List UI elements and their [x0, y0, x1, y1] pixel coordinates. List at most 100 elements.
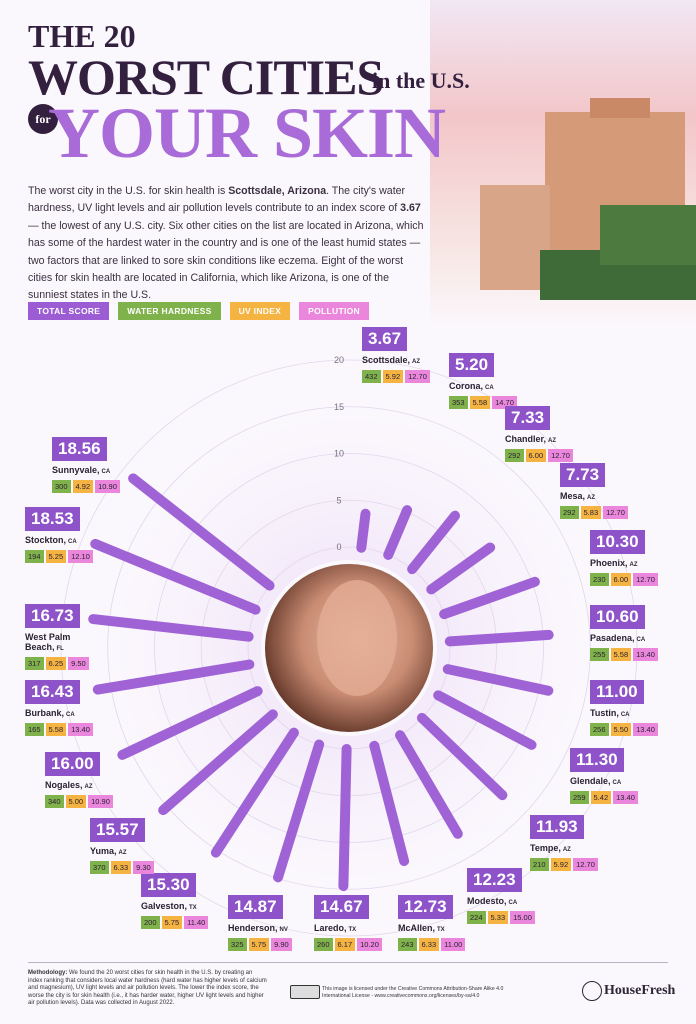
city: Galveston, [141, 901, 188, 911]
state: TX [189, 905, 197, 911]
metric-value: 6.00 [525, 449, 547, 462]
city-name: West Palm Beach, FL [25, 632, 91, 654]
metric-value: 4.92 [72, 480, 94, 493]
total-score: 16.43 [25, 680, 80, 704]
metric-row: 259 5.42 13.40 [570, 791, 638, 804]
legend-item: TOTAL SCORE [28, 302, 110, 320]
description-run: . The city's water hardness, UV light le… [28, 185, 406, 215]
bar [117, 686, 263, 760]
bar [158, 709, 278, 816]
bar [433, 690, 537, 750]
total-score: 10.30 [590, 530, 645, 554]
metric-value: 230 [590, 573, 609, 586]
methodology-text: We found the 20 worst cities for skin he… [28, 970, 267, 1007]
city: Phoenix, [590, 558, 628, 568]
total-score: 15.57 [90, 818, 145, 842]
metric-row: 325 5.75 9.90 [228, 938, 292, 951]
metric-row: 317 6.25 9.50 [25, 657, 91, 670]
city-label: 14.87 Henderson, NV 325 5.75 9.90 [228, 895, 292, 951]
city-label: 16.00 Nogales, AZ 340 5.00 10.90 [45, 752, 113, 808]
metric-value: 243 [398, 938, 417, 951]
bar [416, 712, 508, 801]
metric-value: 325 [228, 938, 247, 951]
divider [28, 962, 668, 963]
city-label: 10.60 Pasadena, CA 255 5.58 13.40 [590, 605, 658, 661]
city-name: Galveston, TX [141, 901, 207, 913]
total-score: 3.67 [362, 327, 408, 351]
city: McAllen, [398, 923, 436, 933]
city-label: 16.73 West Palm Beach, FL 317 6.25 9.50 [25, 604, 91, 670]
total-score: 16.00 [45, 752, 100, 776]
city-name: Corona, CA [449, 381, 515, 393]
city: Laredo, [314, 923, 347, 933]
title-line: YOUR SKIN [48, 93, 446, 173]
city-name: Tempe, AZ [530, 843, 596, 855]
city: Sunnyvale, [52, 465, 100, 475]
photo-face [317, 580, 397, 696]
city: Chandler, [505, 434, 547, 444]
state: CA [620, 712, 630, 718]
metric-value: 5.83 [580, 506, 602, 519]
city: Nogales, [45, 780, 83, 790]
building [480, 98, 696, 300]
metric-value: 340 [45, 795, 64, 808]
bar [369, 740, 410, 867]
city-label: 14.67 Laredo, TX 260 6.17 10.20 [314, 895, 382, 951]
metric-row: 292 6.00 12.70 [505, 449, 573, 462]
bar [210, 727, 299, 858]
bar [426, 542, 496, 595]
description-run: Scottsdale, Arizona [228, 185, 327, 197]
metric-value: 9.90 [271, 938, 292, 951]
total-score: 7.73 [560, 463, 606, 487]
city-name: Pasadena, CA [590, 633, 656, 645]
metric-value: 11.40 [184, 916, 209, 929]
metric-value: 5.58 [610, 648, 632, 661]
metric-row: 194 5.25 12.10 [25, 550, 93, 563]
metric-value: 12.70 [603, 506, 628, 519]
metric-row: 210 5.92 12.70 [530, 858, 598, 871]
state: AZ [548, 438, 557, 444]
city-label: 7.33 Chandler, AZ 292 6.00 12.70 [505, 406, 573, 462]
tick-label: 15 [334, 402, 344, 412]
state: CA [636, 637, 646, 643]
city-name: Phoenix, AZ [590, 558, 656, 570]
total-score: 16.73 [25, 604, 80, 628]
bar [383, 505, 413, 560]
metric-value: 5.92 [382, 370, 404, 383]
metric-value: 10.90 [88, 795, 113, 808]
metric-row: 243 6.33 11.00 [398, 938, 466, 951]
metric-value: 5.50 [610, 723, 632, 736]
total-score: 12.73 [398, 895, 453, 919]
city-label: 10.30 Phoenix, AZ 230 6.00 12.70 [590, 530, 658, 586]
metric-value: 292 [560, 506, 579, 519]
title-line: WORST CITIES [28, 49, 384, 105]
metric-value: 255 [590, 648, 609, 661]
title-line: for [28, 104, 58, 134]
city: Yuma, [90, 846, 117, 856]
tick-label: 5 [336, 495, 341, 505]
state: AZ [562, 847, 571, 853]
metric-row: 353 5.58 14.70 [449, 396, 517, 409]
tick-label: 20 [334, 355, 344, 365]
metric-value: 6.00 [610, 573, 632, 586]
metric-value: 14.70 [492, 396, 517, 409]
city-name: Glendale, CA [570, 776, 636, 788]
metric-value: 256 [590, 723, 609, 736]
metric-value: 5.75 [161, 916, 183, 929]
city-name: Chandler, AZ [505, 434, 571, 446]
metric-value: 12.70 [633, 573, 658, 586]
city-name: Stockton, CA [25, 535, 91, 547]
total-score: 14.87 [228, 895, 283, 919]
city-label: 15.30 Galveston, TX 200 5.75 11.40 [141, 873, 209, 929]
city-name: Yuma, AZ [90, 846, 154, 858]
city-label: 5.20 Corona, CA 353 5.58 14.70 [449, 353, 517, 409]
metric-value: 260 [314, 938, 333, 951]
city-name: Mesa, AZ [560, 491, 626, 503]
total-score: 10.60 [590, 605, 645, 629]
license: This image is licensed under the Creativ… [322, 986, 504, 999]
metric-value: 5.92 [550, 858, 572, 871]
metric-row: 260 6.17 10.20 [314, 938, 382, 951]
metric-row: 340 5.00 10.90 [45, 795, 113, 808]
metric-value: 12.10 [68, 550, 93, 563]
description-run: 3.67 [400, 202, 421, 215]
